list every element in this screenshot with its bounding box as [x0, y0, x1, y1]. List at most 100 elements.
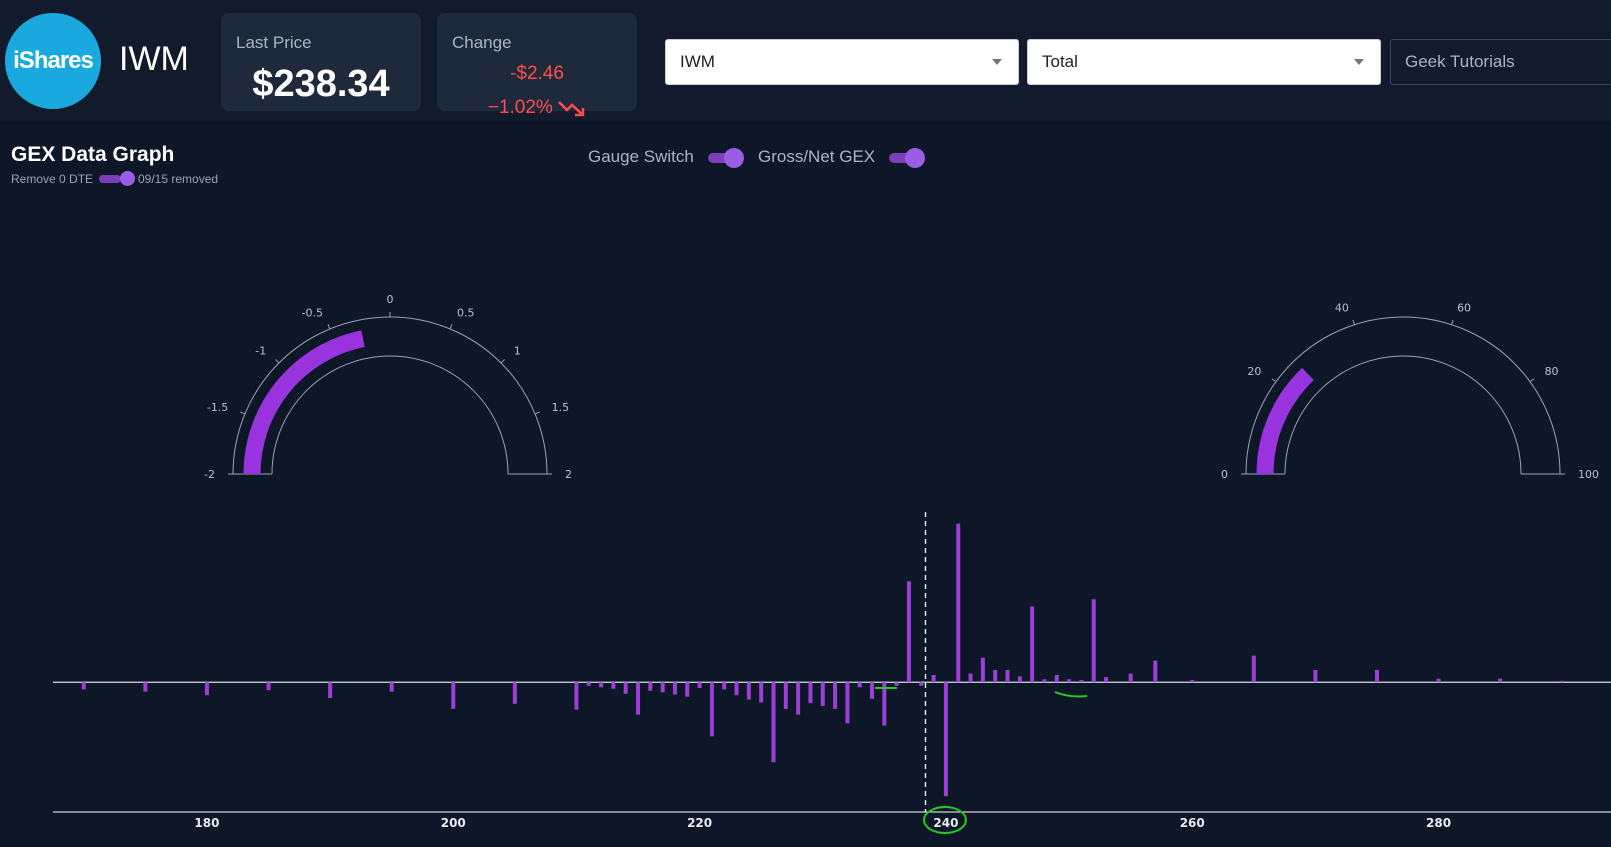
- gauge-tick-label: 20: [1247, 365, 1261, 378]
- gamma-bar: [204, 682, 209, 696]
- gamma-bar: [1436, 678, 1441, 683]
- gauge-tick-label: -1.5: [207, 401, 228, 414]
- gamma-bar: [833, 682, 838, 709]
- gamma-bar: [820, 682, 825, 707]
- gamma-bar: [1017, 676, 1022, 683]
- gamma-bar: [894, 682, 899, 686]
- gauge-switch-toggle[interactable]: [708, 148, 744, 168]
- gauge-tick-label: -1: [255, 344, 266, 357]
- gamma-bar: [1128, 673, 1133, 683]
- x-tick-label: 200: [441, 816, 466, 830]
- gauge-tick-label: -0.5: [302, 306, 323, 319]
- gross-net-label: Gross/Net GEX: [758, 147, 876, 166]
- chevron-down-icon: [992, 59, 1002, 65]
- gamma-bar: [796, 682, 801, 715]
- change-label: Change: [452, 33, 512, 52]
- gamma-bar: [746, 682, 751, 700]
- geek-tutorials-field[interactable]: Geek Tutorials: [1390, 39, 1611, 85]
- gamma-bar: [1559, 680, 1564, 683]
- remove-dte-toggle[interactable]: [99, 171, 135, 189]
- gauge-inner-arc: [1284, 355, 1522, 475]
- gamma-bar: [1091, 599, 1096, 683]
- gauge-tick: [1451, 319, 1454, 325]
- gamma-bar: [870, 682, 875, 699]
- gamma-bar: [919, 682, 924, 686]
- gamma-bar: [931, 675, 936, 683]
- gauge-tick: [1352, 319, 1355, 325]
- gamma-bar: [1498, 678, 1503, 683]
- gamma-bar: [266, 682, 271, 691]
- gamma-bar: [1054, 675, 1059, 683]
- gauge-switch-label: Gauge Switch: [588, 147, 694, 166]
- gamma-bar: [943, 682, 948, 797]
- gamma-bar: [636, 682, 641, 715]
- gauge-tick-label: -2: [204, 468, 215, 481]
- gamma-bar: [1251, 655, 1256, 683]
- ticker-select[interactable]: IWM: [665, 39, 1019, 85]
- gauge-tick-label: 80: [1545, 365, 1559, 378]
- change-percent-row: −1.02%: [437, 97, 637, 119]
- gamma-bar: [1190, 680, 1195, 683]
- x-tick-label: 240: [933, 816, 958, 830]
- gauge-value-bar: [243, 330, 365, 475]
- gamma-bar: [1042, 679, 1047, 683]
- gauge-tick: [500, 359, 505, 364]
- gamma-bar: [857, 682, 862, 688]
- gamma-bar: [623, 682, 628, 694]
- green-curve-mark: [1054, 691, 1088, 698]
- last-price-value: $238.34: [252, 63, 390, 105]
- x-tick-label: 180: [194, 816, 219, 830]
- gamma-bar: [660, 682, 665, 693]
- x-tick-label: 260: [1180, 816, 1205, 830]
- gamma-bar: [808, 682, 813, 704]
- removed-date-label: 09/15 removed: [138, 172, 219, 186]
- x-tick-label: 280: [1426, 816, 1451, 830]
- gamma-bar: [1153, 660, 1158, 683]
- gauge-tick-label: 2: [565, 468, 572, 481]
- gamma-bar: [906, 581, 911, 683]
- gamma-bar: [648, 682, 653, 691]
- gamma-bar: [882, 682, 887, 726]
- change-amount: -$2.46: [510, 63, 564, 84]
- gauge-tick: [327, 324, 331, 330]
- gamma-bar: [722, 682, 727, 690]
- chevron-down-icon: [1354, 59, 1364, 65]
- gauge-tick-label: 40: [1335, 302, 1349, 315]
- gamma-bar: [734, 682, 739, 696]
- gauge-tick-label: 60: [1457, 302, 1471, 315]
- gauge-value-bar: [1256, 367, 1314, 475]
- last-price-label: Last Price: [236, 33, 312, 52]
- gamma-bar: [143, 682, 148, 692]
- gamma-bar: [611, 682, 616, 689]
- gauge-tick: [449, 324, 453, 330]
- gauge-tick: [1271, 378, 1277, 383]
- trend-down-icon: [558, 101, 585, 117]
- gamma-bar: [845, 682, 850, 724]
- gamma-bar: [771, 682, 776, 763]
- gauge-inner-arc: [271, 355, 509, 475]
- ishares-logo: iShares: [5, 13, 101, 109]
- gamma-bar: [81, 682, 86, 690]
- gamma-bar: [1104, 677, 1109, 683]
- x-tick-label: 220: [687, 816, 712, 830]
- ticker-title: IWM: [119, 40, 189, 78]
- change-percent: −1.02%: [487, 97, 553, 118]
- gamma-bar: [956, 523, 961, 683]
- change-card: Change -$2.46 −1.02%: [437, 13, 637, 118]
- mode-select[interactable]: Total: [1027, 39, 1381, 85]
- gauge-outer-arc: [1245, 316, 1561, 475]
- last-price-card: Last Price $238.34: [221, 13, 421, 111]
- gamma-bar: [512, 682, 517, 704]
- gamma-bar: [574, 682, 579, 710]
- gamma-bar: [1079, 680, 1084, 683]
- gamma-bar: [697, 682, 702, 688]
- gamma-bar: [451, 682, 456, 709]
- gamma-bar: [980, 657, 985, 683]
- gauge-tick-label: 1: [514, 344, 521, 357]
- gamma-bar: [685, 682, 690, 697]
- gross-net-toggle[interactable]: [889, 148, 925, 168]
- gamma-bar: [1067, 679, 1072, 683]
- gamma-bar: [1313, 669, 1318, 683]
- ticker-select-value: IWM: [680, 52, 715, 71]
